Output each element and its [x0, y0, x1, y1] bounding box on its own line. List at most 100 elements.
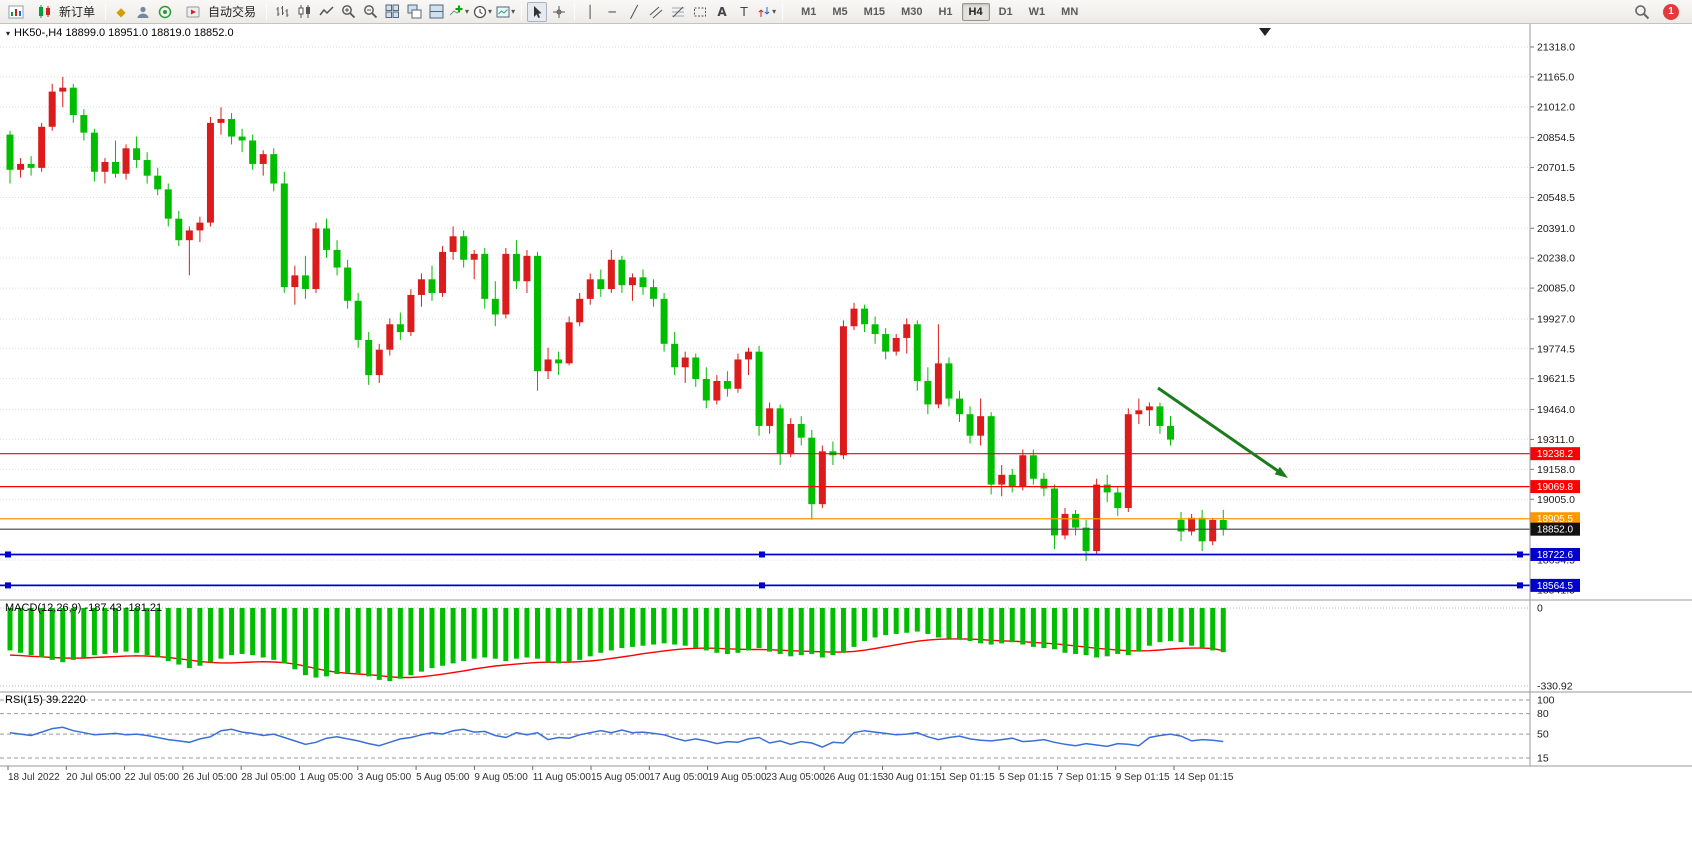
line-handle [5, 551, 11, 558]
svg-text:21165.0: 21165.0 [1537, 71, 1574, 83]
svg-text:20238.0: 20238.0 [1537, 253, 1575, 265]
candlestick-chart-button[interactable] [294, 2, 314, 22]
autotrading-label: 自动交易 [208, 5, 257, 19]
svg-text:21318.0: 21318.0 [1537, 42, 1575, 54]
svg-text:9 Aug 05:00: 9 Aug 05:00 [474, 772, 528, 783]
timeframe-button-mn[interactable]: MN [1061, 5, 1079, 18]
svg-text:19 Aug 05:00: 19 Aug 05:00 [708, 772, 767, 783]
navigator-icon[interactable] [155, 2, 175, 22]
hline-18905.5[interactable]: 18905.5 [0, 512, 1580, 526]
chevron-down-icon: ▾ [488, 7, 493, 16]
line-chart-button[interactable] [316, 2, 336, 22]
line-handle [1517, 582, 1523, 589]
timeframe-button-d1[interactable]: D1 [998, 5, 1013, 18]
hline-19238.2[interactable]: 19238.2 [0, 447, 1580, 461]
svg-text:5 Aug 05:00: 5 Aug 05:00 [416, 772, 470, 783]
line-handle [1517, 551, 1523, 558]
hline-18722.6[interactable]: 18722.6 [0, 547, 1580, 561]
vertical-line-button[interactable]: │ [586, 4, 594, 19]
svg-text:18722.6: 18722.6 [1537, 550, 1574, 561]
svg-text:19464.0: 19464.0 [1537, 404, 1575, 416]
fibonacci-button[interactable] [668, 2, 688, 22]
macd-label: MACD(12,26,9) -187.43 -181.21 [5, 602, 163, 614]
chevron-down-icon: ▾ [511, 7, 516, 16]
cursor-button[interactable] [527, 1, 548, 22]
timeframe-button-m5[interactable]: M5 [832, 5, 848, 18]
svg-text:1 Sep 01:15: 1 Sep 01:15 [941, 772, 995, 783]
svg-text:19774.5: 19774.5 [1537, 343, 1575, 355]
svg-text:20701.5: 20701.5 [1537, 162, 1575, 174]
horizontal-line-button[interactable]: ─ [608, 4, 616, 19]
svg-text:28 Jul 05:00: 28 Jul 05:00 [241, 772, 296, 783]
svg-text:1 Aug 05:00: 1 Aug 05:00 [300, 772, 354, 783]
macd-signal-line [9, 638, 1224, 679]
line-handle [759, 551, 765, 558]
price-badge [1530, 578, 1580, 592]
svg-text:19311.0: 19311.0 [1537, 434, 1574, 446]
svg-text:80: 80 [1537, 708, 1549, 720]
toolbar-separator [105, 3, 107, 20]
rsi-label: RSI(15) 39.2220 [5, 694, 86, 706]
svg-text:23 Aug 05:00: 23 Aug 05:00 [766, 772, 825, 783]
timeframe-button-h4[interactable]: H4 [961, 2, 990, 21]
timeframe-button-w1[interactable]: W1 [1028, 5, 1046, 18]
hline-19069.8[interactable]: 19069.8 [0, 480, 1580, 494]
timeframe-button-m30[interactable]: M30 [901, 5, 923, 18]
templates-button[interactable]: ▾ [495, 2, 516, 22]
line-handle [759, 582, 765, 589]
tile-windows-button[interactable] [382, 2, 402, 22]
zoom-out-button[interactable] [360, 2, 380, 22]
svg-text:26 Jul 05:00: 26 Jul 05:00 [183, 772, 238, 783]
channel-button[interactable] [646, 2, 666, 22]
svg-text:9 Sep 01:15: 9 Sep 01:15 [1116, 772, 1170, 783]
price-axis[interactable]: 21318.0 21165.0 21012.0 20854.5 20701.5 20548… [0, 42, 1575, 597]
svg-text:17 Aug 05:00: 17 Aug 05:00 [649, 772, 708, 783]
autotrading-button[interactable]: 自动交易 [177, 2, 261, 22]
arrows-button[interactable]: ▾ [756, 2, 777, 22]
price-badge [1530, 522, 1580, 536]
svg-text:3 Aug 05:00: 3 Aug 05:00 [358, 772, 412, 783]
svg-text:0: 0 [1537, 603, 1543, 615]
trendline-button[interactable]: ╱ [630, 4, 638, 19]
chart-shift-marker[interactable] [1259, 28, 1271, 36]
crosshair-button[interactable] [549, 2, 569, 22]
svg-text:20085.0: 20085.0 [1537, 283, 1575, 295]
shapes-button[interactable] [690, 2, 710, 22]
new-order-button[interactable]: 新订单 [28, 2, 100, 22]
svg-text:26 Aug 01:15: 26 Aug 01:15 [824, 772, 883, 783]
indicators-button[interactable]: ▾ [448, 2, 470, 22]
svg-text:5 Sep 01:15: 5 Sep 01:15 [999, 772, 1053, 783]
hline-18564.5[interactable]: 18564.5 [0, 578, 1580, 592]
notification-badge[interactable]: 1 [1663, 3, 1679, 20]
svg-text:30 Aug 01:15: 30 Aug 01:15 [883, 772, 942, 783]
timeframe-button-m15[interactable]: M15 [863, 5, 886, 18]
svg-text:18564.5: 18564.5 [1537, 581, 1574, 592]
bar-chart-button[interactable] [272, 2, 292, 22]
timeframe-button-h1[interactable]: H1 [938, 5, 953, 18]
data-window-icon[interactable] [133, 2, 153, 22]
svg-text:19927.0: 19927.0 [1537, 313, 1575, 325]
text-button[interactable]: A [717, 4, 727, 19]
svg-text:20391.0: 20391.0 [1537, 223, 1575, 235]
label-button[interactable]: T [740, 4, 748, 19]
cascade-windows-button[interactable] [404, 2, 424, 22]
hline-18852.0[interactable]: 18852.0 [0, 522, 1580, 536]
time-axis[interactable]: 18 Jul 2022 20 Jul 05:00 22 Jul 05:00 26 Ju… [7, 766, 1234, 783]
timeframe-button-m1[interactable]: M1 [801, 5, 817, 18]
svg-text:100: 100 [1537, 695, 1555, 707]
candlestick-chart[interactable]: 21318.0 21165.0 21012.0 20854.5 20701.5 20548… [0, 24, 1692, 850]
market-watch-icon[interactable]: ◆ [116, 4, 126, 19]
toolbar-separator [574, 3, 576, 20]
svg-text:20548.5: 20548.5 [1537, 192, 1575, 204]
svg-text:50: 50 [1537, 729, 1549, 741]
tile-horizontal-button[interactable] [426, 2, 446, 22]
trend-arrow-annotation[interactable] [1157, 386, 1288, 478]
one-click-trading-toggle-icon[interactable]: ▾ [6, 28, 11, 38]
svg-text:15: 15 [1537, 752, 1549, 764]
search-icon[interactable] [1632, 2, 1652, 22]
periods-button[interactable]: ▾ [472, 2, 493, 22]
main-toolbar: 新订单 ◆ 自动交易 [0, 0, 1692, 24]
toolbar-separator [266, 3, 268, 20]
chart-title-bar: ▾ HK50-,H4 18899.0 18951.0 18819.0 18852… [6, 27, 234, 39]
zoom-in-button[interactable] [338, 2, 358, 22]
